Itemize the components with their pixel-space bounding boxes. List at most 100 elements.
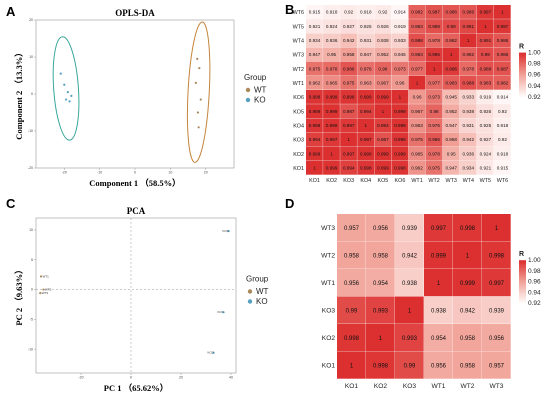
- x-tick-label: 40: [229, 376, 233, 380]
- row-label: KO6: [293, 95, 304, 101]
- cell-value: 0.988: [480, 66, 492, 71]
- cell-value: 0.914: [394, 10, 406, 15]
- cell-value: 0.978: [428, 38, 440, 43]
- heatmap-cell: [476, 160, 494, 175]
- cell-value: 0.999: [460, 281, 476, 287]
- cell-value: 0.92: [344, 10, 353, 15]
- cell-value: 0.963: [360, 81, 372, 86]
- colorbar-segment: [519, 76, 526, 79]
- heatmap-cell: [357, 33, 375, 48]
- cell-value: 0.957: [489, 363, 505, 369]
- heatmap-cell: [482, 296, 511, 324]
- heatmap-cell: [340, 5, 357, 19]
- heatmap-cell: [459, 61, 477, 76]
- cell-value: 0.954: [373, 281, 389, 287]
- cell-value: 0.997: [431, 226, 447, 232]
- cell-value: 0.938: [377, 38, 389, 43]
- heatmap-cell: [323, 132, 340, 147]
- data-point-ko: [63, 83, 66, 86]
- heatmap-cell: [442, 5, 460, 19]
- heatmap-cell: [425, 5, 443, 19]
- cell-value: 0.95: [327, 52, 336, 57]
- colorbar-tick-label: 1.00: [528, 257, 541, 264]
- heatmap-cell: [306, 5, 323, 19]
- colorbar-segment: [519, 82, 526, 85]
- cell-value: 0.987: [428, 10, 440, 15]
- colorbar-segment: [519, 59, 526, 63]
- heatmap-cell: [306, 47, 323, 62]
- cell-value: 0.983: [480, 81, 492, 86]
- cell-value: 0.999: [431, 253, 447, 259]
- heatmap-cell: [395, 241, 424, 269]
- row-label: KO5: [293, 109, 304, 115]
- plot-area: [35, 217, 237, 374]
- data-point-ko: [59, 72, 62, 75]
- data-point-ko: [64, 98, 68, 101]
- heatmap-cell: [340, 118, 357, 133]
- x-tick-label: 0: [130, 376, 132, 380]
- cell-value: 0.947: [445, 123, 457, 128]
- row-label: KO3: [293, 138, 304, 144]
- heatmap-cell: [424, 241, 453, 269]
- heatmap-cell: [459, 146, 477, 161]
- cell-value: 0.954: [431, 336, 447, 342]
- cell-value: 0.986: [428, 137, 440, 142]
- heatmap-cell: [424, 214, 453, 242]
- cell-value: 1: [495, 226, 499, 232]
- heatmap-cell: [493, 47, 511, 62]
- x-axis-label: Component 1 （58.5%）: [89, 178, 180, 188]
- heatmap-cell: [442, 47, 460, 62]
- cell-value: 0.978: [326, 66, 338, 71]
- cell-value: 0.999: [377, 166, 389, 171]
- heatmap-cell: [482, 241, 511, 269]
- colorbar-segment: [519, 261, 526, 265]
- colorbar-segment: [519, 56, 526, 59]
- cell-value: 0.956: [489, 336, 505, 342]
- heatmap-cell: [391, 118, 409, 133]
- heatmap-cell: [337, 241, 366, 269]
- heatmap-cell: [366, 351, 395, 379]
- ko-confidence-ellipse: [52, 36, 80, 141]
- col-label: KO1: [309, 178, 320, 184]
- heatmap-cell: [357, 104, 375, 119]
- cell-value: 0.947: [309, 52, 321, 57]
- cell-value: 0.931: [360, 38, 372, 43]
- colorbar-segment: [519, 93, 526, 96]
- col-label: WT6: [497, 178, 508, 184]
- legend-label-ko: KO: [256, 297, 268, 306]
- col-label: WT2: [428, 178, 439, 184]
- cell-value: 0.926: [377, 24, 389, 29]
- heatmap-cell: [442, 19, 460, 34]
- cell-value: 0.987: [497, 66, 509, 71]
- row-label: WT2: [321, 252, 335, 259]
- heatmap-cell: [453, 269, 482, 297]
- cell-value: 0.998: [394, 166, 406, 171]
- colorbar-segment: [519, 270, 526, 274]
- colorbar-tick-label: 0.98: [528, 61, 541, 68]
- cell-value: 0.933: [463, 95, 475, 100]
- cell-value: 0.997: [343, 151, 355, 156]
- heatmap-cell: [366, 269, 395, 297]
- y-tick-label: -20: [28, 166, 33, 170]
- heatmap-cell: [442, 146, 460, 161]
- heatmap-cell: [459, 33, 477, 48]
- col-label: KO3: [343, 178, 354, 184]
- row-label: KO2: [293, 152, 304, 158]
- colorbar-segment: [519, 272, 526, 275]
- heatmap-cell: [323, 5, 340, 19]
- data-point-ko: [222, 311, 225, 314]
- cell-value: 0.938: [402, 281, 418, 287]
- data-point-ko: [212, 351, 215, 354]
- cell-value: 0.914: [497, 95, 509, 100]
- cell-value: 0.92: [378, 10, 387, 15]
- heatmap-cell: [340, 19, 357, 34]
- cell-value: 1: [365, 123, 368, 128]
- heatmap-cell: [408, 146, 426, 161]
- cell-value: 0.998: [360, 166, 372, 171]
- legend-label-wt: WT: [254, 86, 267, 95]
- heatmap-cell: [357, 19, 375, 34]
- cell-value: 1: [437, 281, 441, 287]
- y-tick-label: 10: [29, 55, 33, 59]
- heatmap-cell: [493, 132, 511, 147]
- heatmap-cell: [424, 269, 453, 297]
